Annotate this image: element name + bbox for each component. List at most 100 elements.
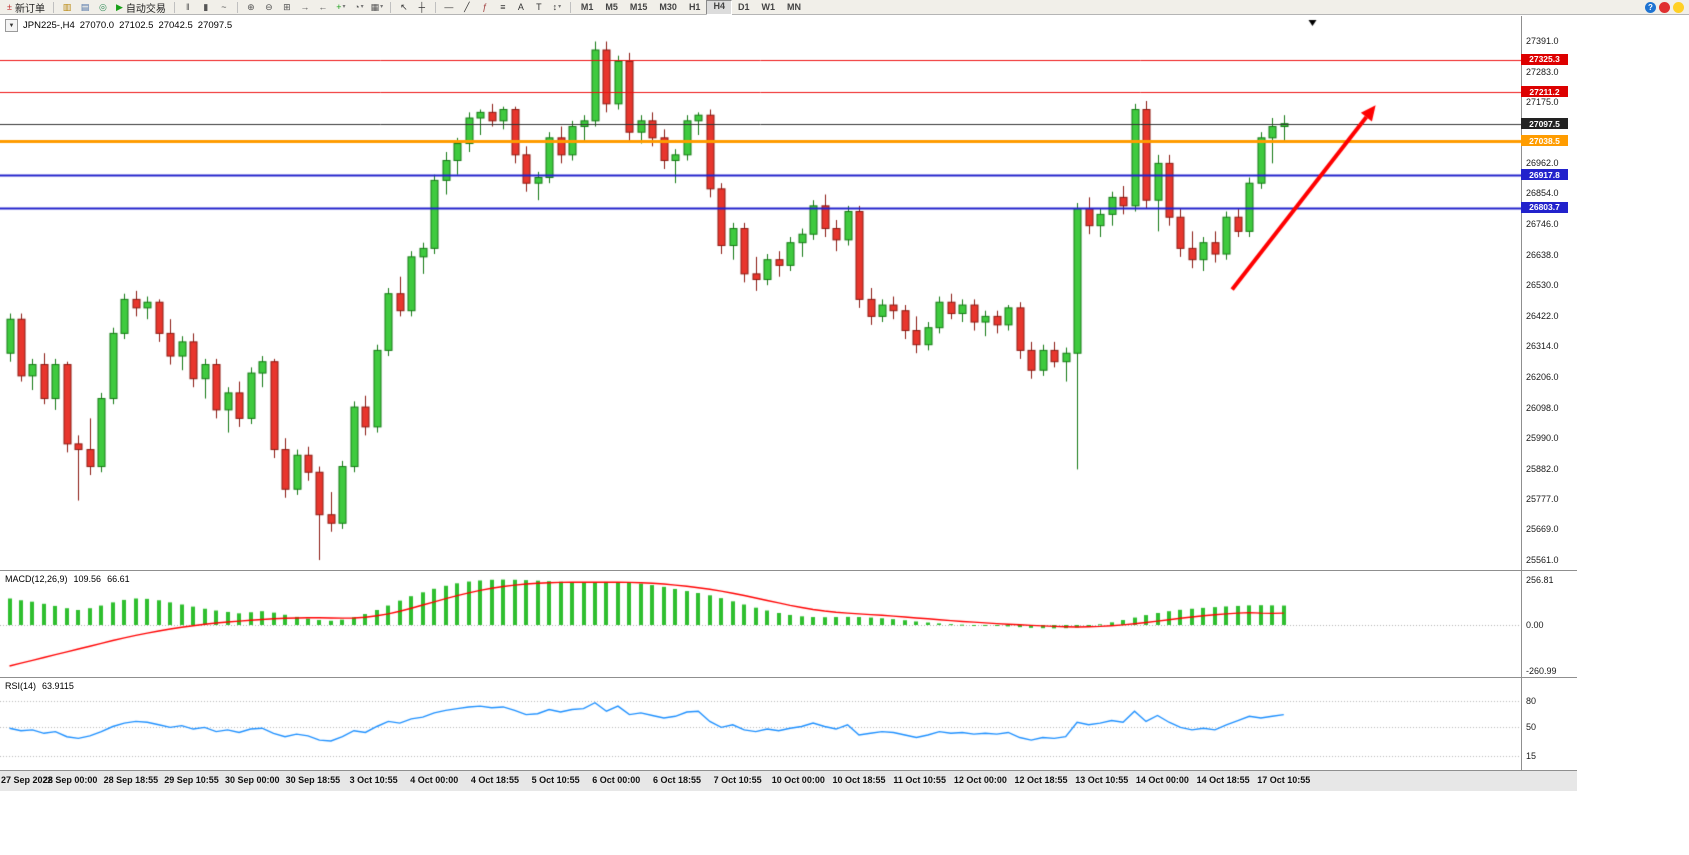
bar-chart-icon[interactable]: ‖ [186, 1, 190, 12]
chart-symbol-period: JPN225-,H4 [23, 20, 75, 31]
time-axis-label: 12 Oct 18:55 [1014, 775, 1068, 785]
data-window-icon[interactable]: ▤ [80, 1, 90, 12]
rsi-indicator-canvas[interactable] [0, 678, 1521, 769]
toolbar: ± 新订单 ▥ ▤ ◎ ▶ 自动交易 ‖ ▮ ~ ⊕ ⊖ ⊞ → ← + ▾ ◔ ▾ ▦ ▾ ↖ ┼ — ╱ ƒ ≡ A T ↕ ▾ M1 M5… [0, 0, 1689, 15]
indicators-icon[interactable]: + ▾ [336, 1, 346, 12]
chart-window[interactable]: ▼ JPN225-,H4 27070.0 27102.5 27042.5 270… [0, 16, 1577, 792]
navigator-icon[interactable]: ◎ [99, 1, 107, 12]
periods-icon[interactable]: ◔ ▾ [354, 1, 364, 12]
channels-icon[interactable]: ≡ [500, 1, 506, 12]
timeframe-h4[interactable]: H4 [706, 0, 732, 15]
zoom-in-icon[interactable]: ⊕ [247, 1, 255, 12]
dropdown-caret-icon: ▾ [380, 3, 384, 10]
price-axis-label: 25990.0 [1526, 433, 1559, 444]
fibonacci-icon[interactable]: ƒ [482, 1, 488, 12]
price-axis-label: 26854.0 [1526, 188, 1559, 199]
price-axis-label: 27391.0 [1526, 36, 1559, 47]
time-axis-label: 4 Oct 00:00 [410, 775, 459, 785]
price-level-badge: 27211.2 [1521, 86, 1568, 98]
time-axis-label: 14 Oct 00:00 [1135, 775, 1189, 785]
dropdown-caret-icon: ▾ [342, 3, 346, 10]
trendline-icon[interactable]: ╱ [464, 1, 470, 12]
time-axis-label: 4 Oct 18:55 [470, 775, 519, 785]
price-chart-canvas[interactable] [0, 16, 1521, 570]
text-label-icon[interactable]: T [536, 1, 542, 12]
notification-yellow-icon[interactable] [1673, 1, 1684, 13]
candlestick-chart-icon[interactable]: ▮ [203, 1, 209, 12]
time-axis-label: 30 Sep 18:55 [285, 775, 341, 785]
zoom-out-icon[interactable]: ⊖ [265, 1, 273, 12]
rsi-axis-label: 15 [1526, 751, 1537, 762]
line-chart-icon[interactable]: ~ [221, 1, 227, 12]
price-axis-divider [1521, 16, 1522, 791]
price-axis-label: 25561.0 [1526, 554, 1559, 565]
templates-icon[interactable]: ▦ ▾ [370, 1, 384, 12]
cursor-icon[interactable]: ↖ [400, 1, 408, 12]
price-axis-label: 26530.0 [1526, 280, 1559, 291]
market-watch-icon[interactable]: ▥ [62, 1, 72, 12]
notification-red-icon[interactable] [1659, 1, 1670, 13]
time-axis-label: 13 Oct 10:55 [1075, 775, 1129, 785]
auto-scroll-icon[interactable]: → [300, 1, 310, 12]
macd-signal-value: 66.61 [107, 574, 130, 584]
ohlc-close: 27097.5 [197, 20, 233, 31]
price-level-badge: 27038.5 [1521, 135, 1568, 147]
ohlc-low: 27042.5 [158, 20, 193, 31]
price-level-badge: 26803.7 [1521, 201, 1568, 213]
tile-windows-icon[interactable]: ⊞ [283, 1, 291, 12]
panel-separator-rsi[interactable] [0, 677, 1577, 678]
timeframe-h1[interactable]: H1 [688, 1, 701, 12]
toolbar-items: ± 新订单 ▥ ▤ ◎ ▶ 自动交易 ‖ ▮ ~ ⊕ ⊖ ⊞ → ← + ▾ ◔ ▾ ▦ ▾ ↖ ┼ — ╱ ƒ ≡ A T ↕ ▾ M1 M5… [3, 0, 1645, 15]
help-icon[interactable]: ? [1645, 1, 1656, 13]
timeframe-m1[interactable]: M1 [580, 1, 594, 12]
price-axis-label: 26638.0 [1526, 249, 1559, 260]
timeframe-d1[interactable]: D1 [737, 1, 750, 12]
time-axis-label: 5 Oct 10:55 [531, 775, 580, 785]
price-axis-label: 25882.0 [1526, 463, 1559, 474]
macd-indicator-canvas[interactable] [0, 571, 1521, 677]
chart-shift-icon[interactable]: ← [318, 1, 328, 12]
crosshair-icon[interactable]: ┼ [418, 1, 426, 12]
time-axis-label: 11 Oct 10:55 [893, 775, 946, 785]
macd-value: 109.56 [73, 574, 102, 584]
timeframe-m5[interactable]: M5 [605, 1, 618, 12]
price-axis-label: 27175.0 [1526, 97, 1559, 108]
horizontal-line-icon[interactable]: — [444, 1, 454, 12]
timeframe-m15[interactable]: M15 [629, 1, 648, 12]
price-axis[interactable]: 27391.0 27283.0 27175.0 26962.0 26854.0 26746… [1521, 16, 1577, 791]
time-axis[interactable]: 27 Sep 2022 28 Sep 00:00 28 Sep 18:55 29 Se… [0, 770, 1577, 791]
time-axis-label: 27 Sep 2022 [1, 775, 53, 785]
ohlc-high: 27102.5 [119, 20, 154, 31]
macd-axis-label: 256.81 [1526, 574, 1554, 585]
new-order-button[interactable]: ± 新订单 [3, 1, 49, 15]
time-axis-label: 30 Sep 00:00 [224, 775, 280, 785]
time-axis-label: 17 Oct 10:55 [1257, 775, 1311, 785]
timeframe-mn[interactable]: MN [786, 1, 801, 12]
time-axis-label: 10 Oct 00:00 [771, 775, 825, 785]
price-axis-label: 26422.0 [1526, 310, 1559, 321]
time-axis-label: 12 Oct 00:00 [953, 775, 1007, 785]
rsi-value: 63.9115 [42, 681, 74, 691]
rsi-axis-label: 80 [1526, 696, 1537, 706]
time-axis-label: 29 Sep 10:55 [164, 775, 219, 785]
toolbar-separator [236, 1, 238, 13]
timeframe-m30[interactable]: M30 [659, 1, 677, 12]
one-click-trading-toggle[interactable]: ▼ [5, 19, 18, 32]
autotrading-button[interactable]: ▶ 自动交易 [112, 1, 170, 15]
toolbar-separator [389, 1, 391, 13]
new-order-icon: ± [7, 2, 12, 12]
toolbar-separator [173, 1, 175, 13]
ohlc-open: 27070.0 [79, 20, 115, 31]
panel-separator-macd[interactable] [0, 570, 1577, 571]
text-icon[interactable]: A [517, 1, 524, 12]
timeframe-w1[interactable]: W1 [761, 1, 775, 12]
dropdown-caret-icon: ▾ [558, 3, 562, 10]
price-axis-label: 27283.0 [1526, 66, 1559, 77]
time-axis-label: 14 Oct 18:55 [1196, 775, 1250, 785]
time-axis-label: 28 Sep 18:55 [103, 775, 159, 785]
price-axis-label: 25777.0 [1526, 493, 1559, 504]
time-axis-label: 6 Oct 00:00 [592, 775, 641, 785]
time-axis-label: 7 Oct 10:55 [713, 775, 762, 785]
arrows-icon[interactable]: ↕ ▾ [552, 1, 562, 12]
